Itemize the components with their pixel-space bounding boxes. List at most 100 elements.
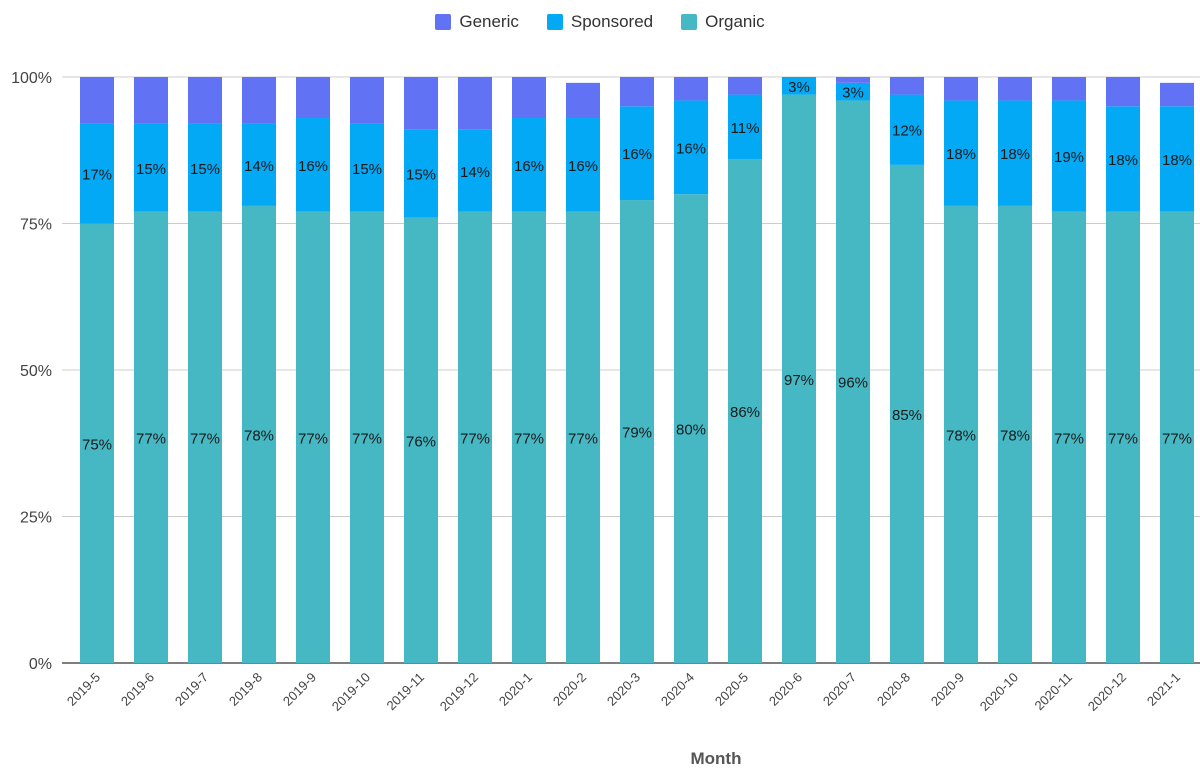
y-tick-label: 100% — [11, 70, 52, 87]
bar-segment-organic — [188, 211, 222, 663]
bar-segment-sponsored — [188, 123, 222, 212]
data-label-organic: 77% — [1054, 430, 1084, 447]
bar-segment-organic — [404, 217, 438, 663]
x-tick-label: 2019-8 — [226, 670, 265, 709]
bar-segment-organic — [566, 211, 600, 663]
data-label-organic: 85% — [892, 407, 922, 424]
chart-legend: Generic Sponsored Organic — [0, 12, 1200, 32]
bar-segment-generic — [296, 77, 330, 119]
data-label-sponsored: 18% — [1000, 146, 1030, 163]
legend-label-sponsored: Sponsored — [570, 12, 654, 31]
bar-segment-generic — [890, 77, 924, 95]
data-label-organic: 77% — [460, 430, 490, 447]
bar-segment-organic — [242, 205, 276, 664]
bar-segment-sponsored — [404, 129, 438, 218]
legend-swatch-sponsored — [546, 14, 563, 30]
x-tick-label: 2019-5 — [64, 670, 103, 709]
bar-segment-sponsored — [1052, 100, 1086, 212]
data-label-sponsored: 3% — [842, 85, 864, 102]
bar-segment-sponsored — [80, 123, 114, 224]
x-tick-label: 2020-5 — [712, 670, 751, 709]
bar-segment-generic — [458, 77, 492, 130]
bar-segment-organic — [296, 211, 330, 663]
data-label-organic: 77% — [1108, 430, 1138, 447]
bar-segment-generic — [134, 77, 168, 124]
bar-segment-organic — [782, 94, 816, 663]
bar-segment-generic — [1052, 77, 1086, 101]
bar-segment-sponsored — [1160, 106, 1194, 212]
bar-segment-organic — [836, 100, 870, 663]
bar-segment-organic — [890, 164, 924, 663]
bar-segment-sponsored — [566, 118, 600, 212]
legend-item-sponsored[interactable]: Sponsored — [546, 12, 654, 32]
bar-segment-sponsored — [674, 100, 708, 195]
data-label-organic: 75% — [82, 436, 112, 453]
x-tick-label: 2020-12 — [1085, 670, 1129, 714]
bar-segment-generic — [674, 77, 708, 101]
bar-segment-organic — [944, 205, 978, 664]
y-tick-label: 0% — [29, 656, 52, 673]
bar-segment-sponsored — [512, 118, 546, 212]
data-label-organic: 76% — [406, 433, 436, 450]
legend-item-generic[interactable]: Generic — [435, 12, 519, 32]
data-label-organic: 80% — [676, 422, 706, 439]
x-tick-label: 2020-2 — [550, 670, 589, 709]
data-label-sponsored: 16% — [676, 140, 706, 157]
bar-segment-generic — [944, 77, 978, 101]
bar-segment-generic — [566, 82, 600, 119]
data-label-organic: 96% — [838, 375, 868, 392]
data-label-sponsored: 16% — [568, 158, 598, 175]
data-label-sponsored: 17% — [82, 167, 112, 184]
data-label-sponsored: 18% — [1108, 152, 1138, 169]
data-label-organic: 77% — [352, 430, 382, 447]
data-label-sponsored: 15% — [190, 161, 220, 178]
bar-segment-sponsored — [620, 106, 654, 201]
x-tick-label: 2020-10 — [977, 670, 1021, 714]
bar-segment-generic — [1106, 77, 1140, 107]
legend-swatch-generic — [435, 14, 452, 30]
x-tick-label: 2019-7 — [172, 670, 211, 709]
x-tick-label: 2020-1 — [496, 670, 535, 709]
data-label-organic: 77% — [514, 430, 544, 447]
x-tick-label: 2019-9 — [280, 670, 319, 709]
x-tick-label: 2019-12 — [437, 670, 481, 714]
legend-label-generic: Generic — [459, 12, 519, 31]
data-label-sponsored: 19% — [1054, 149, 1084, 166]
data-label-sponsored: 15% — [136, 161, 166, 178]
legend-item-organic[interactable]: Organic — [681, 12, 765, 32]
bar-segment-generic — [512, 77, 546, 119]
data-label-organic: 97% — [784, 372, 814, 389]
bar-segment-generic — [350, 77, 384, 124]
bar-segment-sponsored — [242, 123, 276, 206]
data-label-sponsored: 16% — [514, 158, 544, 175]
bar-segment-organic — [512, 211, 546, 663]
x-tick-label: 2019-11 — [383, 670, 427, 714]
bar-segment-sponsored — [728, 94, 762, 160]
data-label-sponsored: 14% — [460, 164, 490, 181]
bar-segment-sponsored — [1106, 106, 1140, 212]
data-label-sponsored: 12% — [892, 123, 922, 140]
bar-segment-generic — [998, 77, 1032, 101]
bar-segment-generic — [404, 77, 438, 130]
bar-segment-organic — [134, 211, 168, 663]
x-tick-label: 2019-6 — [118, 670, 157, 709]
x-tick-label: 2020-8 — [874, 670, 913, 709]
x-tick-label: 2021-1 — [1144, 670, 1183, 709]
data-label-organic: 77% — [568, 430, 598, 447]
bar-segment-sponsored — [836, 82, 870, 101]
data-label-sponsored: 3% — [788, 79, 810, 96]
bar-segment-sponsored — [944, 100, 978, 206]
bar-segment-organic — [728, 159, 762, 664]
data-label-organic: 77% — [298, 430, 328, 447]
x-tick-label: 2020-11 — [1031, 670, 1075, 714]
bar-segment-generic — [188, 77, 222, 124]
bar-segment-sponsored — [134, 123, 168, 212]
data-label-sponsored: 15% — [406, 167, 436, 184]
x-tick-label: 2020-7 — [820, 670, 859, 709]
legend-swatch-organic — [681, 14, 698, 30]
x-tick-label: 2020-6 — [766, 670, 805, 709]
bar-segment-sponsored — [890, 94, 924, 165]
bar-segment-sponsored — [350, 123, 384, 212]
y-tick-label: 25% — [20, 510, 52, 527]
